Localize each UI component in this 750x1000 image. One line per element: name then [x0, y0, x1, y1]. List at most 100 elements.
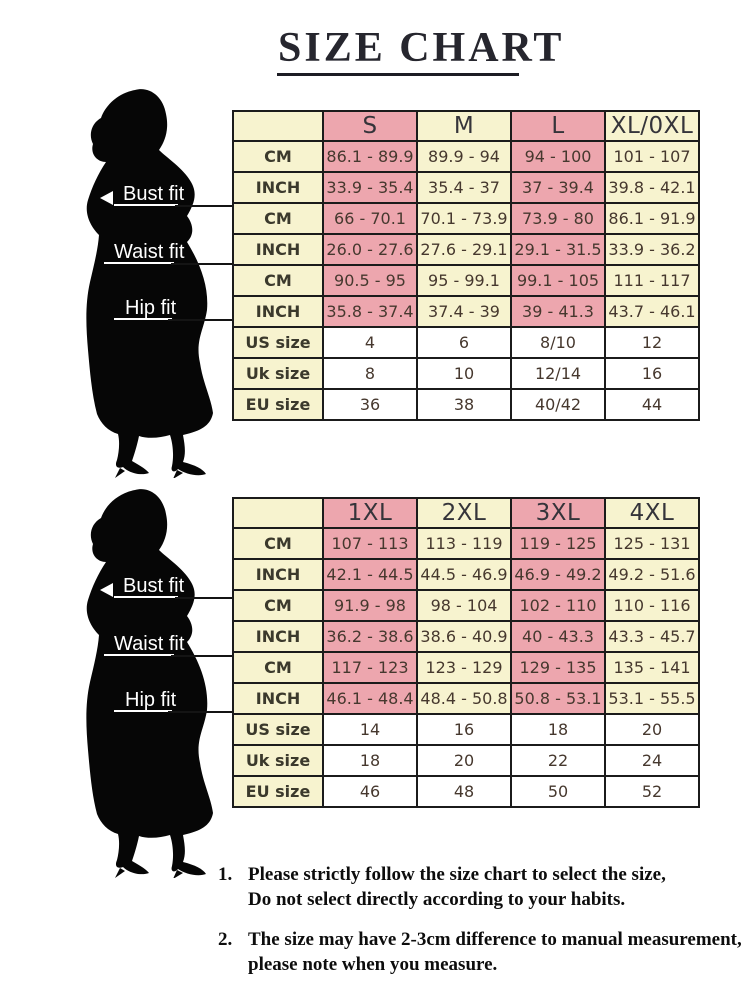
- corner-cell: [232, 110, 324, 142]
- value-cell: 95 - 99.1: [416, 264, 512, 297]
- value-cell: 48.4 - 50.8: [416, 682, 512, 715]
- note-text: The size may have 2-3cm difference to ma…: [248, 927, 742, 977]
- note-line: Do not select directly according to your…: [248, 889, 626, 910]
- notes: 1. Please strictly follow the size chart…: [218, 862, 750, 992]
- waist-fit-underline: [104, 262, 174, 264]
- value-cell: 86.1 - 89.9: [322, 140, 418, 173]
- value-cell: 50: [510, 775, 606, 808]
- row-label-cell: EU size: [232, 775, 324, 808]
- value-cell: 44.5 - 46.9: [416, 558, 512, 591]
- size-header-row: S M L XL/0XL: [232, 110, 700, 142]
- value-cell: 16: [604, 357, 700, 390]
- value-cell: 24: [604, 744, 700, 777]
- value-cell: 22: [510, 744, 606, 777]
- value-cell: 12: [604, 326, 700, 359]
- waist-fit-label: Waist fit: [114, 241, 185, 263]
- size-header-cell: 2XL: [416, 497, 512, 529]
- value-cell: 86.1 - 91.9: [604, 202, 700, 235]
- value-cell: 35.4 - 37: [416, 171, 512, 204]
- waist-fit-label: Waist fit: [114, 633, 185, 655]
- table-row-hip: CM 90.5 - 95 95 - 99.1 99.1 - 105 111 - 117: [232, 264, 700, 297]
- value-cell: 66 - 70.1: [322, 202, 418, 235]
- hip-fit-label: Hip fit: [125, 297, 177, 319]
- value-cell: 33.9 - 36.2: [604, 233, 700, 266]
- value-cell: 37.4 - 39: [416, 295, 512, 328]
- hip-fit-underline: [114, 318, 172, 320]
- value-cell: 119 - 125: [510, 527, 606, 560]
- table-row-size: Uk size 18 20 22 24: [232, 744, 700, 777]
- value-cell: 18: [510, 713, 606, 746]
- value-cell: 73.9 - 80: [510, 202, 606, 235]
- table-row-hip: INCH 46.1 - 48.4 48.4 - 50.8 50.8 - 53.1 53.…: [232, 682, 700, 715]
- value-cell: 101 - 107: [604, 140, 700, 173]
- size-header-cell: XL/0XL: [604, 110, 700, 142]
- value-cell: 16: [416, 713, 512, 746]
- value-cell: 70.1 - 73.9: [416, 202, 512, 235]
- value-cell: 43.7 - 46.1: [604, 295, 700, 328]
- size-table-2-container: 1XL 2XL 3XL 4XL CM 107 - 113 113 - 119 119 - 12…: [232, 497, 700, 808]
- hip-fit-underline: [114, 710, 172, 712]
- woman-silhouette: [86, 489, 213, 878]
- row-label-cell: INCH: [232, 233, 324, 266]
- value-cell: 89.9 - 94: [416, 140, 512, 173]
- value-cell: 39.8 - 42.1: [604, 171, 700, 204]
- value-cell: 8: [322, 357, 418, 390]
- row-label-cell: CM: [232, 140, 324, 173]
- value-cell: 107 - 113: [322, 527, 418, 560]
- row-label-cell: INCH: [232, 558, 324, 591]
- row-label-cell: Uk size: [232, 744, 324, 777]
- value-cell: 135 - 141: [604, 651, 700, 684]
- bust-fit-arrow-icon: [100, 191, 113, 205]
- row-label-cell: CM: [232, 589, 324, 622]
- value-cell: 113 - 119: [416, 527, 512, 560]
- value-cell: 20: [416, 744, 512, 777]
- row-label-cell: CM: [232, 264, 324, 297]
- value-cell: 36.2 - 38.6: [322, 620, 418, 653]
- size-header-cell: L: [510, 110, 606, 142]
- value-cell: 37 - 39.4: [510, 171, 606, 204]
- value-cell: 111 - 117: [604, 264, 700, 297]
- table-row-size: EU size 46 48 50 52: [232, 775, 700, 808]
- note-number: 1.: [218, 864, 233, 885]
- value-cell: 42.1 - 44.5: [322, 558, 418, 591]
- bust-fit-label: Bust fit: [123, 183, 185, 205]
- row-label-cell: INCH: [232, 295, 324, 328]
- bust-fit-connector-line: [175, 205, 233, 207]
- note-1: 1. Please strictly follow the size chart…: [218, 862, 750, 912]
- value-cell: 46: [322, 775, 418, 808]
- value-cell: 49.2 - 51.6: [604, 558, 700, 591]
- value-cell: 12/14: [510, 357, 606, 390]
- table-row-size: EU size 36 38 40/42 44: [232, 388, 700, 421]
- value-cell: 4: [322, 326, 418, 359]
- value-cell: 98 - 104: [416, 589, 512, 622]
- size-header-row: 1XL 2XL 3XL 4XL: [232, 497, 700, 529]
- table-row-bust: INCH 42.1 - 44.5 44.5 - 46.9 46.9 - 49.2 49.…: [232, 558, 700, 591]
- value-cell: 36: [322, 388, 418, 421]
- row-label-cell: CM: [232, 651, 324, 684]
- value-cell: 117 - 123: [322, 651, 418, 684]
- value-cell: 6: [416, 326, 512, 359]
- page-title: SIZE CHART: [278, 25, 565, 71]
- size-header-cell: 1XL: [322, 497, 418, 529]
- size-header-cell: 3XL: [510, 497, 606, 529]
- table-row-waist: CM 66 - 70.1 70.1 - 73.9 73.9 - 80 86.1 - 91…: [232, 202, 700, 235]
- size-table-1-container: S M L XL/0XL CM 86.1 - 89.9 89.9 - 94 94 - 100 1…: [232, 110, 700, 421]
- value-cell: 46.9 - 49.2: [510, 558, 606, 591]
- value-cell: 26.0 - 27.6: [322, 233, 418, 266]
- row-label-cell: US size: [232, 713, 324, 746]
- woman-silhouette: [86, 89, 213, 478]
- value-cell: 29.1 - 31.5: [510, 233, 606, 266]
- value-cell: 53.1 - 55.5: [604, 682, 700, 715]
- value-cell: 50.8 - 53.1: [510, 682, 606, 715]
- size-header-cell: S: [322, 110, 418, 142]
- table-row-size: Uk size 8 10 12/14 16: [232, 357, 700, 390]
- table-row-bust: CM 86.1 - 89.9 89.9 - 94 94 - 100 101 - 107: [232, 140, 700, 173]
- row-label-cell: INCH: [232, 620, 324, 653]
- bust-fit-label: Bust fit: [123, 575, 185, 597]
- bust-fit-arrow-icon: [100, 583, 113, 597]
- value-cell: 43.3 - 45.7: [604, 620, 700, 653]
- note-text: Please strictly follow the size chart to…: [248, 862, 666, 912]
- value-cell: 20: [604, 713, 700, 746]
- table-row-size: US size 4 6 8/10 12: [232, 326, 700, 359]
- row-label-cell: Uk size: [232, 357, 324, 390]
